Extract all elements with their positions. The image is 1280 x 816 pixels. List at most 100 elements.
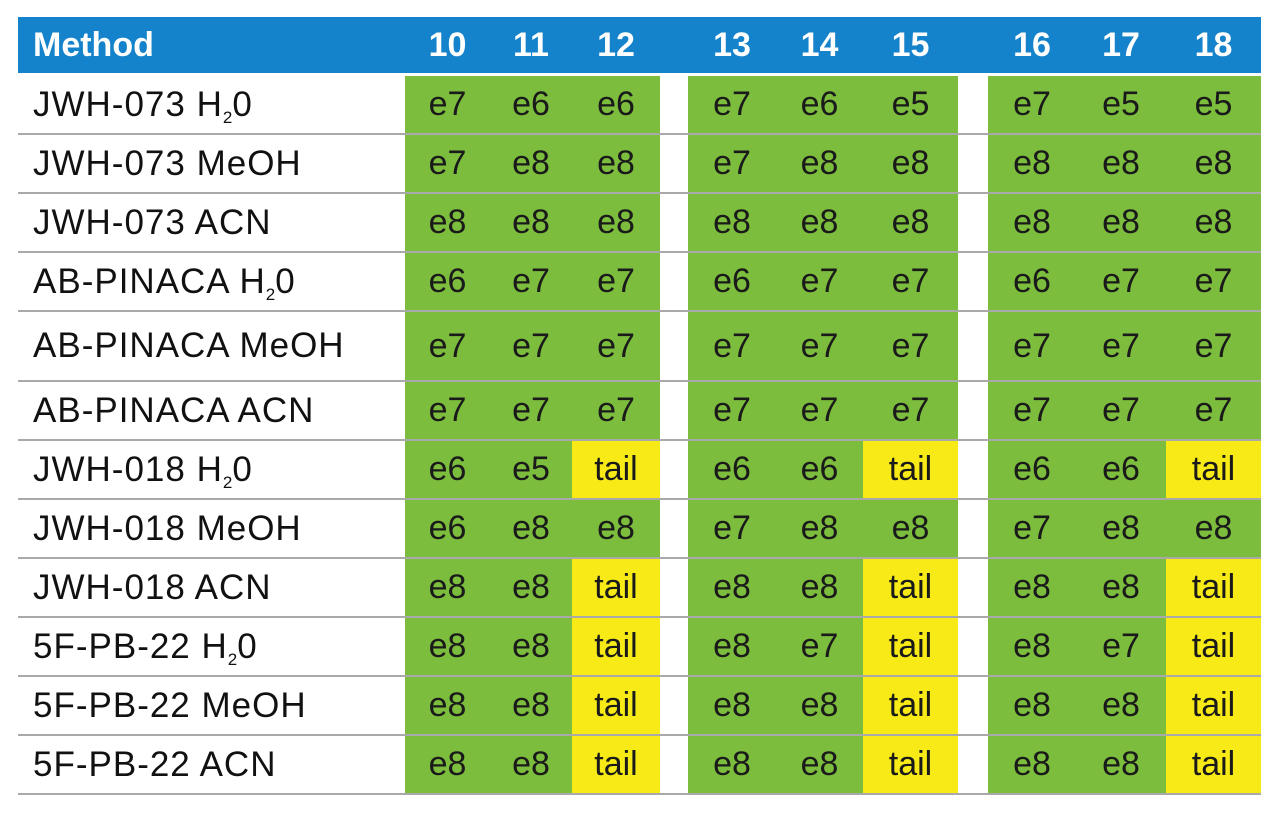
cell-group-background	[405, 312, 660, 380]
row-separator	[18, 793, 1261, 795]
value-cell: e6	[597, 85, 635, 123]
column-header-18: 18	[1194, 26, 1233, 64]
value-cell: e5	[891, 85, 930, 123]
column-header-15: 15	[891, 26, 930, 64]
value-cell: e6	[713, 450, 751, 488]
value-cell: e5	[1194, 85, 1233, 123]
value-cell: e7	[597, 391, 635, 429]
row-separator	[18, 675, 1261, 677]
tail-cell: tail	[1166, 441, 1261, 498]
value-cell: e7	[713, 391, 751, 429]
value-cell: e8	[1194, 203, 1233, 241]
cell-group-background	[988, 76, 1261, 133]
value-cell: e8	[1102, 509, 1140, 547]
value-cell: e8	[800, 203, 839, 241]
value-cell: e8	[512, 686, 550, 724]
value-cell: e8	[713, 203, 751, 241]
column-header-10: 10	[428, 26, 467, 64]
value-cell: e7	[1194, 326, 1233, 365]
cell-group-background	[988, 312, 1261, 380]
tail-cell: tail	[1166, 559, 1261, 616]
value-cell: e7	[428, 391, 467, 429]
row-separator	[18, 734, 1261, 736]
cell-group-background	[688, 194, 958, 251]
cell-group-background	[688, 253, 958, 310]
value-cell: e6	[713, 262, 751, 300]
value-cell: e7	[1102, 326, 1140, 365]
cell-group-background	[988, 382, 1261, 439]
value-cell: e8	[800, 144, 839, 182]
cell-group-background	[688, 312, 958, 380]
row-separator	[18, 557, 1261, 559]
value-cell: e5	[1102, 85, 1140, 123]
value-cell: e8	[1013, 745, 1051, 783]
value-cell: e8	[891, 144, 930, 182]
tail-cell: tail	[572, 677, 660, 734]
value-cell: e7	[428, 144, 467, 182]
value-cell: e8	[512, 627, 550, 665]
cell-group-background	[988, 135, 1261, 192]
row-label: JWH-073 H20	[33, 85, 253, 127]
value-cell: e7	[512, 391, 550, 429]
value-cell: e7	[1013, 391, 1051, 429]
cell-group-background	[988, 500, 1261, 557]
tail-cell: tail	[1166, 736, 1261, 793]
value-cell: e6	[512, 85, 550, 123]
row-label: JWH-073 MeOH	[33, 144, 302, 183]
value-cell: e8	[1194, 509, 1233, 547]
value-cell: e6	[800, 450, 839, 488]
value-cell: e8	[891, 203, 930, 241]
row-label: JWH-073 ACN	[33, 203, 272, 242]
value-cell: e5	[512, 450, 550, 488]
cell-group-background	[688, 382, 958, 439]
value-cell: e7	[1013, 326, 1051, 365]
tail-cell: tail	[572, 618, 660, 675]
row-separator	[18, 192, 1261, 194]
cell-group-background	[405, 382, 660, 439]
value-cell: e7	[597, 326, 635, 365]
tail-cell: tail	[863, 736, 958, 793]
value-cell: e8	[512, 509, 550, 547]
table-header	[18, 17, 1261, 73]
cell-group-background	[405, 135, 660, 192]
value-cell: e7	[713, 85, 751, 123]
cell-group-background	[688, 500, 958, 557]
value-cell: e8	[597, 509, 635, 547]
value-cell: e7	[713, 144, 751, 182]
value-cell: e8	[512, 745, 550, 783]
value-cell: e8	[597, 203, 635, 241]
value-cell: e7	[428, 326, 467, 365]
value-cell: e8	[1102, 144, 1140, 182]
value-cell: e7	[713, 326, 751, 365]
value-cell: e8	[1102, 745, 1140, 783]
value-cell: e8	[713, 568, 751, 606]
column-header-11: 11	[513, 26, 549, 64]
row-separator	[18, 498, 1261, 500]
value-cell: e7	[713, 509, 751, 547]
row-label: 5F-PB-22 ACN	[33, 745, 277, 784]
value-cell: e8	[1194, 144, 1233, 182]
value-cell: e8	[428, 568, 467, 606]
value-cell: e7	[597, 262, 635, 300]
column-header-14: 14	[800, 26, 839, 64]
row-label: JWH-018 MeOH	[33, 509, 302, 548]
value-cell: e7	[891, 262, 930, 300]
value-cell: e8	[428, 203, 467, 241]
tail-cell: tail	[863, 559, 958, 616]
value-cell: e7	[428, 85, 467, 123]
value-cell: e8	[428, 745, 467, 783]
row-separator	[18, 133, 1261, 135]
row-label: 5F-PB-22 H20	[33, 627, 258, 669]
row-separator	[18, 251, 1261, 253]
cell-group-background	[405, 500, 660, 557]
value-cell: e7	[512, 326, 550, 365]
value-cell: e7	[1102, 262, 1140, 300]
row-label: AB-PINACA ACN	[33, 391, 315, 430]
value-cell: e8	[1102, 203, 1140, 241]
value-cell: e8	[1013, 686, 1051, 724]
value-cell: e8	[891, 509, 930, 547]
value-cell: e8	[428, 627, 467, 665]
value-cell: e8	[1013, 144, 1051, 182]
value-cell: e6	[428, 262, 467, 300]
value-cell: e8	[1102, 686, 1140, 724]
